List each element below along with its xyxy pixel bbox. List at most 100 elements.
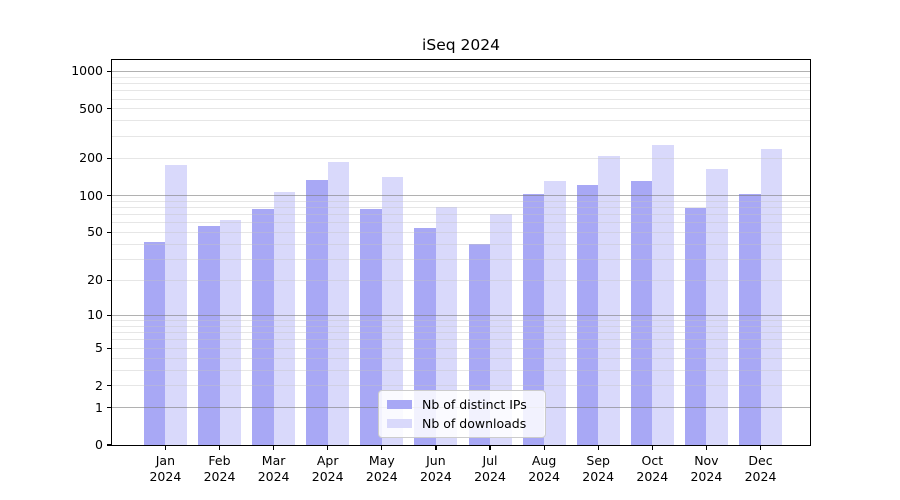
y-tick-label-0: 0 bbox=[95, 437, 103, 452]
y-tick-label-500: 500 bbox=[79, 100, 103, 116]
y-tick-mark-500 bbox=[107, 108, 112, 110]
x-tick-year: 2024 bbox=[474, 468, 506, 484]
x-tick-month: May bbox=[368, 453, 395, 468]
x-tick-month: Mar bbox=[261, 453, 286, 468]
y-tick-mark-2 bbox=[107, 384, 112, 387]
gridline-minor-7 bbox=[112, 332, 810, 334]
y-tick-label-10: 10 bbox=[87, 307, 103, 323]
gridline-minor-8 bbox=[112, 325, 810, 327]
grid-layer bbox=[112, 60, 810, 445]
bar-nov-distinct-ips bbox=[684, 208, 707, 445]
y-tick-mark-1 bbox=[107, 406, 112, 409]
gridline-major-10 bbox=[112, 314, 810, 316]
bar-oct-distinct-ips bbox=[630, 181, 653, 445]
legend: Nb of distinct IPs Nb of downloads bbox=[378, 390, 546, 438]
y-tick-mark-0 bbox=[107, 444, 112, 446]
y-tick-mark-20 bbox=[107, 279, 112, 281]
bar-apr-distinct-ips bbox=[306, 179, 328, 445]
x-tick-year: 2024 bbox=[528, 468, 560, 484]
x-tick-label-may: May 2024 bbox=[352, 453, 412, 484]
bar-aug-downloads bbox=[544, 181, 566, 445]
gridline-minor-80 bbox=[112, 206, 810, 208]
x-tick-mark-mar bbox=[273, 445, 275, 450]
legend-item-downloads: Nb of downloads bbox=[387, 416, 537, 431]
x-tick-month: Jun bbox=[426, 453, 446, 468]
y-tick-mark-200 bbox=[107, 157, 112, 159]
y-tick-label-1: 1 bbox=[95, 399, 103, 415]
gridline-minor-300 bbox=[112, 135, 810, 137]
gridline-major-100 bbox=[112, 195, 810, 197]
y-tick-label-5: 5 bbox=[95, 340, 103, 356]
x-tick-year: 2024 bbox=[636, 468, 669, 484]
bar-jul-downloads bbox=[490, 213, 512, 445]
gridline-minor-6 bbox=[112, 339, 810, 341]
y-tick-label-2: 2 bbox=[95, 377, 103, 393]
x-tick-mark-aug bbox=[543, 445, 545, 450]
y-tick-mark-10 bbox=[107, 314, 112, 316]
gridline-minor-700 bbox=[112, 90, 810, 92]
x-tick-year: 2024 bbox=[419, 468, 452, 484]
x-tick-label-nov: Nov 2024 bbox=[676, 453, 736, 484]
bar-jun-downloads bbox=[435, 207, 458, 445]
gridline-minor-30 bbox=[112, 258, 810, 260]
x-tick-month: Feb bbox=[208, 453, 231, 468]
x-tick-label-jul: Jul 2024 bbox=[460, 453, 520, 484]
bar-may-downloads bbox=[381, 177, 404, 445]
x-tick-year: 2024 bbox=[257, 468, 290, 484]
bars-layer bbox=[112, 60, 810, 445]
y-tick-mark-50 bbox=[107, 231, 112, 234]
y-tick-label-100: 100 bbox=[79, 187, 103, 203]
y-tick-label-20: 20 bbox=[87, 272, 103, 288]
x-tick-label-aug: Aug 2024 bbox=[514, 453, 574, 484]
gridline-minor-500 bbox=[112, 108, 810, 110]
y-tick-mark-100 bbox=[107, 194, 112, 197]
bar-jan-distinct-ips bbox=[143, 241, 166, 445]
gridline-minor-20 bbox=[112, 279, 810, 281]
legend-item-distinct-ips: Nb of distinct IPs bbox=[387, 397, 537, 412]
gridline-minor-600 bbox=[112, 98, 810, 100]
x-tick-mark-feb bbox=[218, 445, 221, 450]
x-tick-month: Oct bbox=[641, 453, 664, 468]
chart-title: iSeq 2024 bbox=[422, 36, 500, 54]
legend-label-downloads: Nb of downloads bbox=[422, 415, 527, 431]
bar-nov-downloads bbox=[706, 169, 728, 445]
y-tick-label-200: 200 bbox=[79, 150, 103, 166]
gridline-minor-4 bbox=[112, 357, 810, 359]
x-tick-year: 2024 bbox=[582, 468, 615, 484]
x-tick-year: 2024 bbox=[203, 468, 236, 484]
plot-area bbox=[112, 60, 810, 445]
bar-may-distinct-ips bbox=[360, 208, 382, 445]
legend-label-distinct-ips: Nb of distinct IPs bbox=[422, 397, 527, 413]
bar-dec-downloads bbox=[760, 149, 782, 445]
x-tick-mark-sep bbox=[597, 445, 599, 450]
bar-dec-distinct-ips bbox=[739, 193, 761, 445]
y-tick-mark-5 bbox=[107, 347, 112, 349]
bar-sep-downloads bbox=[598, 155, 620, 445]
gridline-minor-40 bbox=[112, 243, 810, 245]
x-tick-mark-apr bbox=[327, 445, 329, 450]
x-tick-mark-dec bbox=[759, 445, 762, 450]
x-tick-label-apr: Apr 2024 bbox=[298, 453, 358, 484]
gridline-minor-2 bbox=[112, 385, 810, 387]
x-tick-label-jun: Jun 2024 bbox=[406, 453, 466, 484]
x-tick-month: Jul bbox=[482, 453, 498, 468]
gridline-minor-900 bbox=[112, 76, 810, 78]
x-tick-mark-nov bbox=[705, 445, 708, 450]
gridline-major-1000 bbox=[112, 70, 810, 73]
x-tick-month: Sep bbox=[586, 453, 610, 468]
y-tick-mark-1000 bbox=[107, 70, 112, 73]
gridline-minor-70 bbox=[112, 214, 810, 215]
x-tick-month: Jan bbox=[155, 453, 176, 468]
x-tick-month: Aug bbox=[531, 453, 557, 468]
bar-oct-downloads bbox=[652, 145, 674, 445]
bar-feb-downloads bbox=[219, 220, 241, 445]
gridline-minor-3 bbox=[112, 369, 810, 371]
x-tick-year: 2024 bbox=[149, 468, 182, 484]
x-tick-mark-jan bbox=[164, 445, 167, 450]
gridline-minor-5 bbox=[112, 347, 810, 349]
gridline-minor-50 bbox=[112, 231, 810, 233]
gridline-minor-90 bbox=[112, 200, 810, 202]
x-tick-month: Apr bbox=[316, 453, 339, 468]
legend-swatch-downloads bbox=[387, 418, 412, 428]
